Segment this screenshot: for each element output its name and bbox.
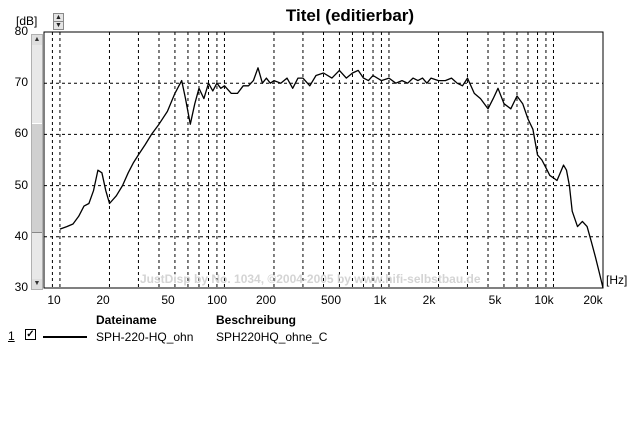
x-tick-label: 10 [47,293,61,307]
x-tick-label: 500 [320,293,342,307]
legend-checkbox[interactable]: ✓ [25,329,36,340]
y-tick-label: 70 [14,75,28,89]
legend-row-index[interactable]: 1 [8,329,15,343]
arrow-up-icon[interactable]: ▲ [55,14,62,21]
x-tick-label: 5k [488,293,502,307]
chart-title[interactable]: Titel (editierbar) [285,6,415,25]
series-layer [59,67,604,289]
y-unit-control: [dB] [16,13,66,30]
arrow-down-icon[interactable]: ▼ [54,21,63,29]
y-unit-label: [dB] [16,14,38,28]
watermark: JustDisp by No. 1034, ©2004-2005 by www.… [140,272,481,286]
y-tick-label: 50 [14,178,28,192]
y-tick-label: 30 [14,280,28,294]
x-unit-label: [Hz] [606,273,628,287]
y-unit-spinner[interactable]: ▲ ▼ [53,13,64,30]
legend-filename[interactable]: SPH-220-HQ_ohn [96,330,194,344]
column-header-filename: Dateiname [96,313,157,327]
x-tick-label: 1k [373,293,387,307]
scrollbar-thumb[interactable] [32,123,42,233]
x-tick-label: 50 [161,293,175,307]
x-tick-label: 200 [255,293,277,307]
scroll-up-icon[interactable]: ▲ [32,35,42,45]
y-tick-label: 60 [14,126,28,140]
legend-description[interactable]: SPH220HQ_ohne_C [216,330,328,344]
x-tick-label: 100 [206,293,228,307]
series-line [59,67,604,289]
x-tick-label: 10k [534,293,554,307]
x-tick-label: 2k [422,293,436,307]
y-tick-label: 80 [14,24,28,38]
legend-line-swatch [43,336,87,338]
x-tick-label: 20k [583,293,603,307]
x-tick-label: 20 [96,293,110,307]
y-tick-label: 40 [14,229,28,243]
vertical-scrollbar[interactable]: ▲ ▼ [31,34,43,290]
column-header-description: Beschreibung [216,313,297,327]
scroll-down-icon[interactable]: ▼ [32,279,42,289]
vertical-gridlines [51,32,554,288]
